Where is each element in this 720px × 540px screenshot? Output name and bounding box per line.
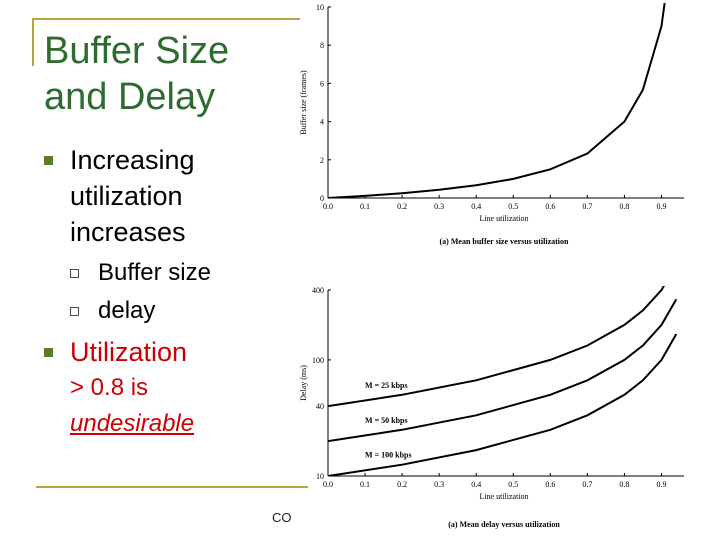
hollow-square-icon — [70, 269, 79, 278]
x-tick-label: 0.5 — [508, 202, 518, 211]
y-axis-label: Delay (ms) — [299, 365, 308, 401]
x-tick-label: 0.0 — [323, 480, 333, 489]
title-line-2: and Delay — [44, 76, 216, 118]
bullet-square-icon — [44, 156, 53, 165]
chart-caption: (a) Mean buffer size versus utilization — [440, 237, 569, 246]
x-tick-label: 0.8 — [619, 202, 629, 211]
x-tick-label: 0.0 — [323, 202, 333, 211]
series-label: M = 50 kbps — [365, 416, 408, 425]
bullet-item-2: Utilization > 0.8 is undesirable — [44, 334, 194, 442]
series-label: M = 25 kbps — [365, 381, 408, 390]
x-axis-label: Line utilization — [479, 492, 528, 501]
bullet2-line2: > 0.8 is — [70, 374, 149, 401]
y-tick-label: 8 — [320, 41, 324, 50]
series-line — [328, 3, 666, 198]
hollow-square-icon — [70, 307, 79, 316]
footer-text: CO — [272, 510, 292, 525]
y-axis-label: Buffer size (frames) — [299, 70, 308, 135]
y-tick-label: 2 — [320, 156, 324, 165]
y-tick-label: 0 — [320, 194, 324, 203]
y-tick-label: 400 — [312, 286, 324, 295]
x-tick-label: 0.1 — [360, 480, 370, 489]
x-tick-label: 0.8 — [619, 480, 629, 489]
x-tick-label: 0.9 — [656, 202, 666, 211]
y-tick-label: 4 — [320, 118, 324, 127]
x-tick-label: 0.5 — [508, 480, 518, 489]
series-label: M = 100 kbps — [365, 451, 412, 460]
bullet-square-icon — [44, 348, 53, 357]
delay-chart: 0.0 0.1 0.2 0.3 0.4 0.5 0.6 0.7 0.8 0.9 10 40 100 400… — [299, 286, 684, 529]
series-line — [328, 298, 678, 443]
sub-bullet-1: Buffer size — [70, 256, 211, 290]
x-tick-label: 0.6 — [545, 480, 555, 489]
series-line — [328, 286, 665, 408]
x-tick-label: 0.6 — [545, 202, 555, 211]
x-axis-label: Line utilization — [479, 214, 528, 223]
frame-top-line — [32, 18, 300, 20]
x-tick-label: 0.4 — [471, 202, 481, 211]
sub-bullet-2-text: delay — [98, 297, 156, 324]
chart-caption: (a) Mean delay versus utilization — [448, 520, 560, 529]
x-tick-label: 0.7 — [582, 202, 592, 211]
buffer-size-chart: 0.0 0.1 0.2 0.3 0.4 0.5 0.6 0.7 0.8 0.9 0 2 4 6 8 10 Lin… — [299, 3, 684, 246]
bullet1-line3: increases — [70, 217, 186, 247]
x-tick-label: 0.3 — [434, 480, 444, 489]
y-tick-label: 100 — [312, 356, 324, 365]
x-tick-label: 0.4 — [471, 480, 481, 489]
y-tick-label: 10 — [316, 472, 324, 481]
frame-vertical-line — [32, 18, 34, 66]
x-tick-label: 0.3 — [434, 202, 444, 211]
x-tick-label: 0.2 — [397, 480, 407, 489]
y-tick-label: 6 — [320, 79, 324, 88]
x-tick-label: 0.9 — [656, 480, 666, 489]
y-tick-label: 10 — [316, 3, 324, 12]
sub-bullet-2: delay — [70, 294, 155, 328]
sub-bullet-1-text: Buffer size — [98, 259, 211, 286]
bullet2-line1: Utilization — [70, 337, 188, 367]
x-tick-label: 0.2 — [397, 202, 407, 211]
frame-bottom-line — [36, 486, 308, 488]
series-line — [328, 333, 678, 476]
bullet1-line1: Increasing — [70, 145, 195, 175]
y-tick-label: 40 — [316, 402, 324, 411]
bullet2-line3: undesirable — [70, 410, 195, 437]
bullet1-line2: utilization — [70, 181, 183, 211]
x-tick-label: 0.1 — [360, 202, 370, 211]
title-line-1: Buffer Size — [44, 30, 230, 72]
x-tick-label: 0.7 — [582, 480, 592, 489]
slide-title: Buffer Size and Delay — [44, 28, 294, 120]
bullet-item-1: Increasing utilization increases — [44, 142, 195, 250]
